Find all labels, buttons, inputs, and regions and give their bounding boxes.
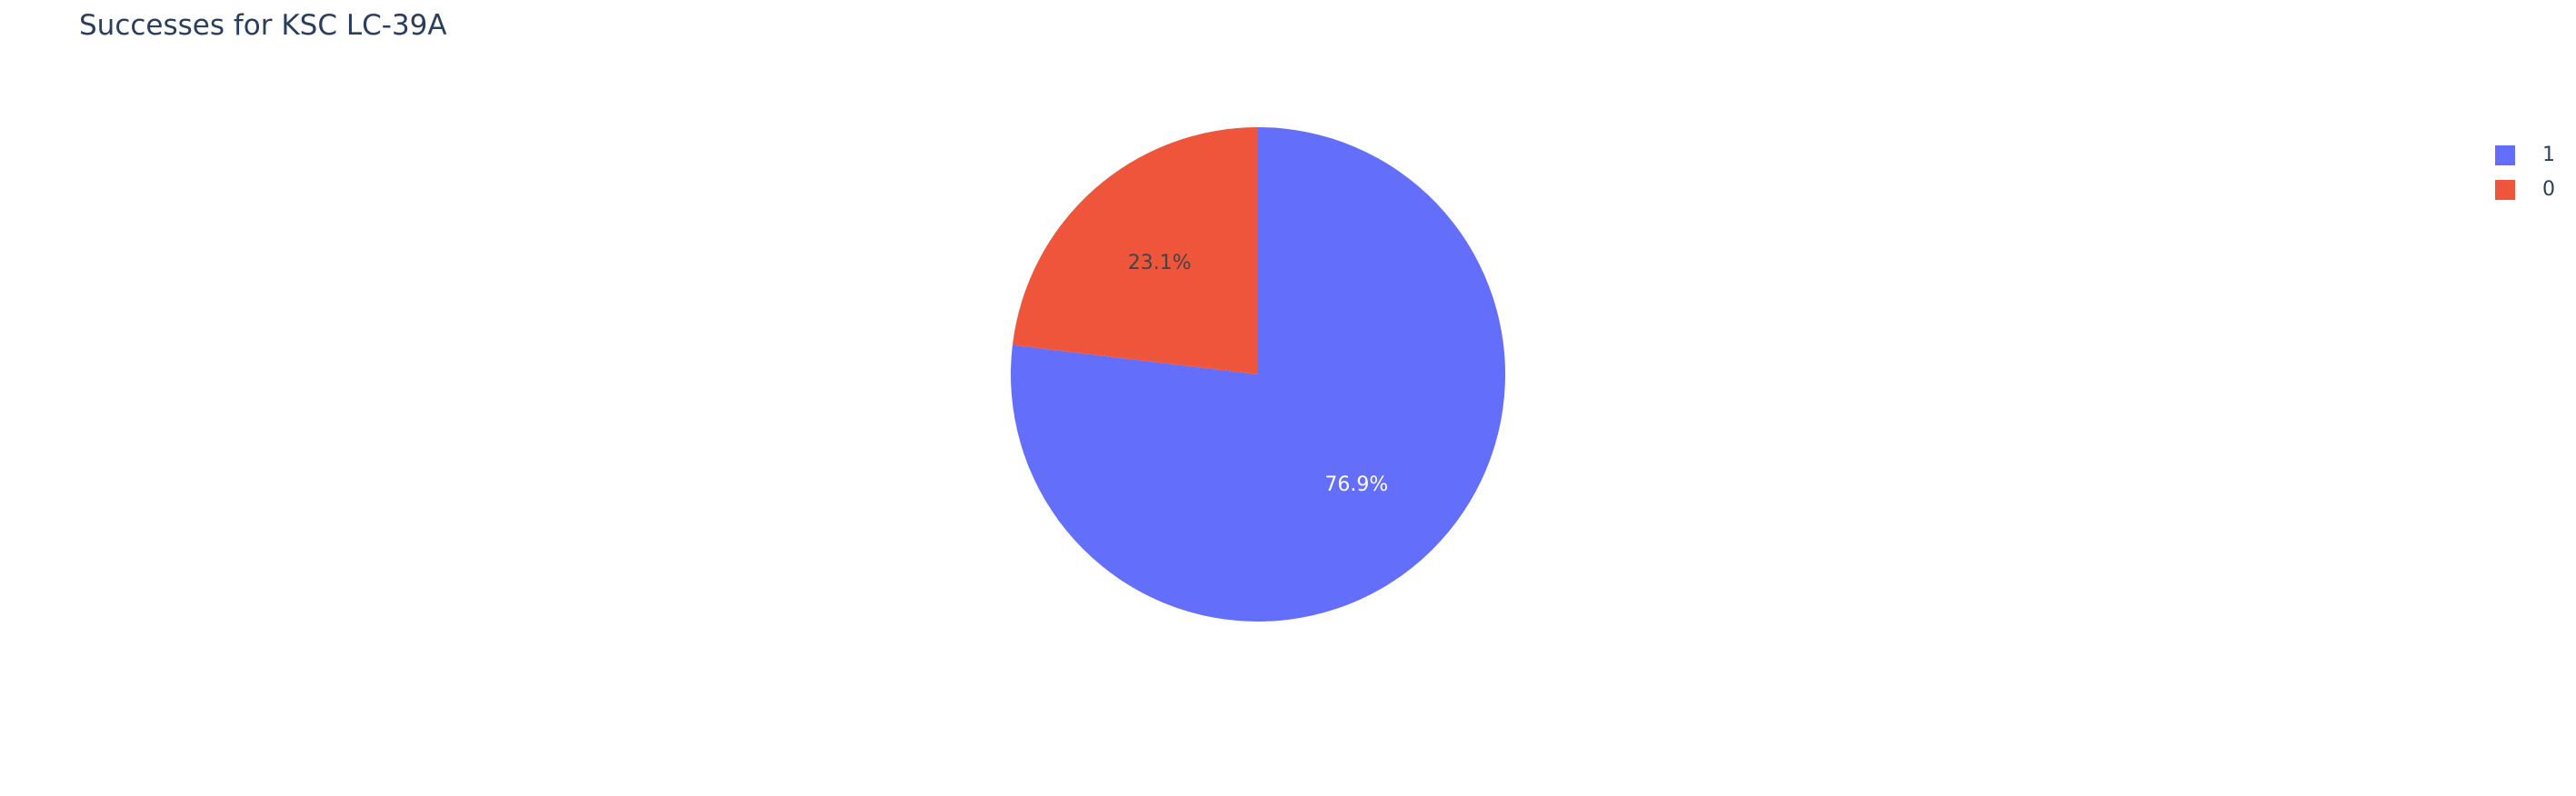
chart-title: Successes for KSC LC-39A — [79, 9, 447, 42]
slice-label-0: 23.1% — [1128, 252, 1192, 274]
pie-slice-0[interactable] — [1012, 127, 1258, 374]
legend-swatch-1 — [2495, 145, 2515, 165]
legend-label-0: 0 — [2542, 178, 2555, 201]
legend-item-1[interactable]: 1 — [2495, 138, 2555, 173]
legend-swatch-0 — [2495, 180, 2515, 200]
legend: 1 0 — [2495, 138, 2555, 207]
slice-label-1: 76.9% — [1324, 473, 1388, 496]
legend-item-0[interactable]: 0 — [2495, 173, 2555, 207]
legend-label-1: 1 — [2542, 144, 2555, 166]
